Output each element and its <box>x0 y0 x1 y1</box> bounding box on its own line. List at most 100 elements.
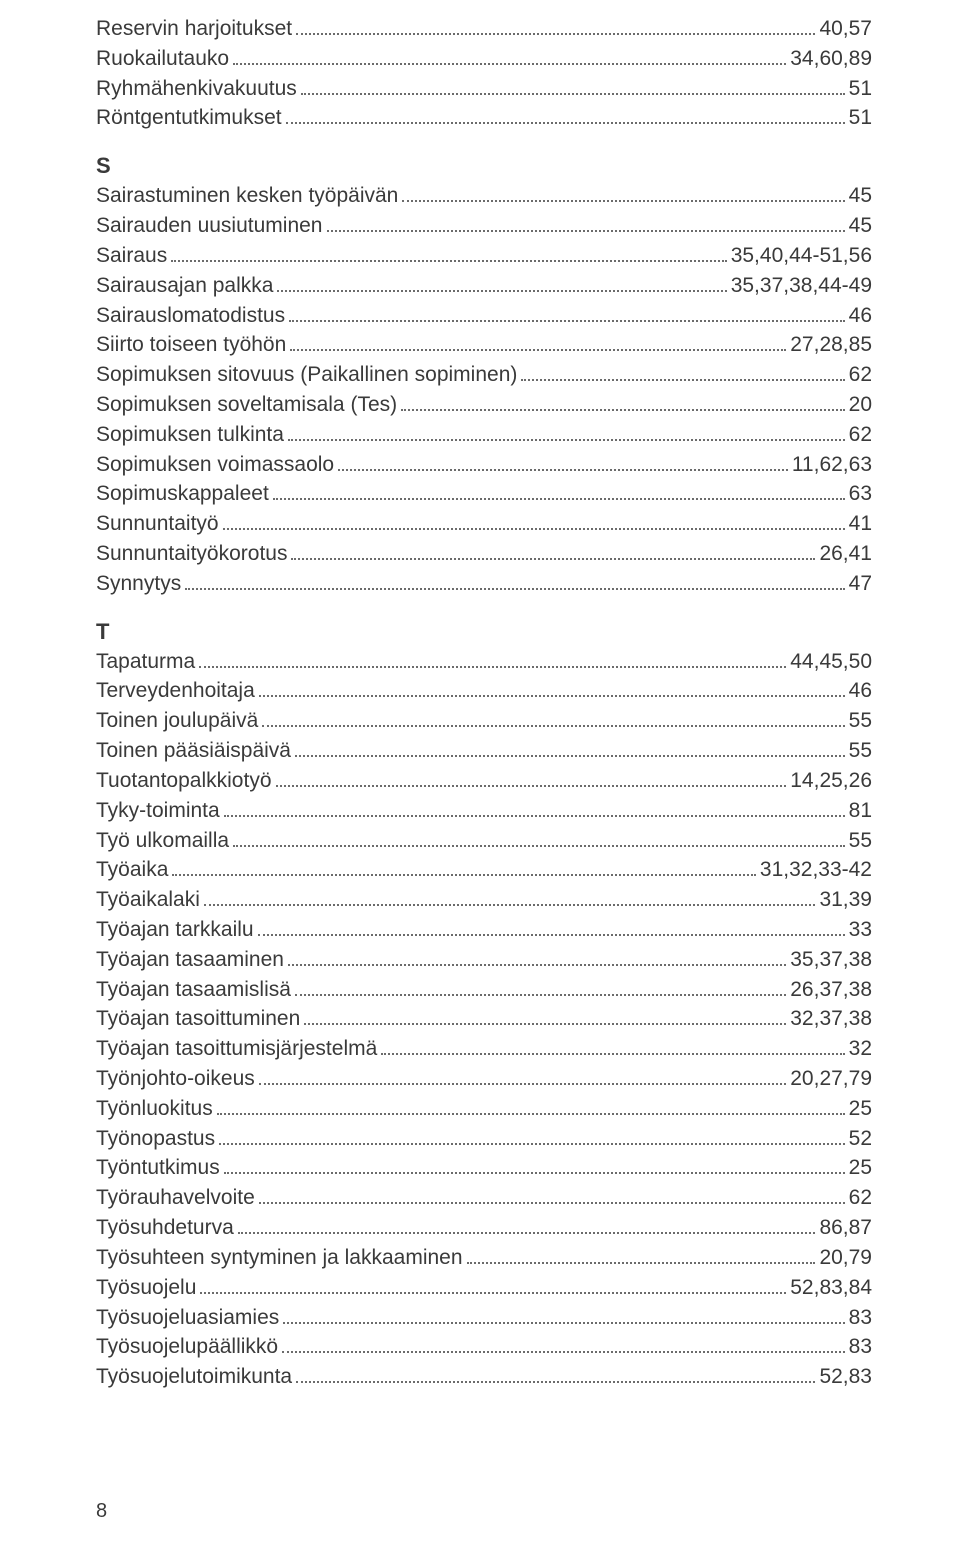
index-entry-page: 55 <box>849 736 872 766</box>
leader-dots <box>259 695 845 697</box>
index-entry-page: 26,37,38 <box>790 975 872 1005</box>
leader-dots <box>521 379 844 381</box>
index-entry-label: Työnluokitus <box>96 1094 213 1124</box>
index-entry-page: 62 <box>849 360 872 390</box>
leader-dots <box>171 260 727 262</box>
index-entry: Sairauslomatodistus46 <box>96 301 872 331</box>
leader-dots <box>283 1322 844 1324</box>
index-entry: Työaika31,32,33-42 <box>96 855 872 885</box>
index-entry-label: Työsuhteen syntyminen ja lakkaaminen <box>96 1243 463 1273</box>
leader-dots <box>224 1172 845 1174</box>
index-entry: Terveydenhoitaja 46 <box>96 676 872 706</box>
index-entry: Työajan tasoittumisjärjestelmä32 <box>96 1034 872 1064</box>
index-entry: Työrauhavelvoite 62 <box>96 1183 872 1213</box>
leader-dots <box>295 755 845 757</box>
leader-dots <box>286 122 845 124</box>
leader-dots <box>172 874 756 876</box>
index-entry: Ryhmähenkivakuutus51 <box>96 74 872 104</box>
index-entry-page: 27,28,85 <box>790 330 872 360</box>
index-entry-label: Terveydenhoitaja <box>96 676 255 706</box>
index-entry: Työsuojelutoimikunta52,83 <box>96 1362 872 1392</box>
index-entry-label: Työ ulkomailla <box>96 826 229 856</box>
index-entry-label: Tuotantopalkkiotyö <box>96 766 272 796</box>
index-entry-page: 86,87 <box>819 1213 872 1243</box>
leader-dots <box>273 498 845 500</box>
section-heading: S <box>96 153 872 179</box>
leader-dots <box>200 1292 786 1294</box>
leader-dots <box>277 290 726 292</box>
index-entry-label: Synnytys <box>96 569 181 599</box>
index-entry: Sunnuntaityö41 <box>96 509 872 539</box>
index-entry-label: Sopimuksen tulkinta <box>96 420 284 450</box>
index-entry-page: 32,37,38 <box>790 1004 872 1034</box>
index-entry: Työajan tasaamislisä 26,37,38 <box>96 975 872 1005</box>
index-entry-page: 26,41 <box>819 539 872 569</box>
index-entry-page: 25 <box>849 1153 872 1183</box>
index-entry: Sairaus35,40,44-51,56 <box>96 241 872 271</box>
index-entry-label: Työnopastus <box>96 1124 215 1154</box>
index-entry-page: 46 <box>849 301 872 331</box>
index-entry: Sairastuminen kesken työpäivän 45 <box>96 181 872 211</box>
index-entry: Työntutkimus25 <box>96 1153 872 1183</box>
index-entry-page: 35,37,38,44-49 <box>731 271 872 301</box>
leader-dots <box>296 33 815 35</box>
index-entry-page: 35,37,38 <box>790 945 872 975</box>
index-entry-page: 45 <box>849 211 872 241</box>
index-entry: Sunnuntaityökorotus26,41 <box>96 539 872 569</box>
leader-dots <box>290 349 786 351</box>
index-entry-label: Työajan tarkkailu <box>96 915 254 945</box>
leader-dots <box>289 320 845 322</box>
leader-dots <box>224 815 845 817</box>
index-entry: Tapaturma 44,45,50 <box>96 647 872 677</box>
index-entry-page: 62 <box>849 1183 872 1213</box>
leader-dots <box>199 666 786 668</box>
index-entry-label: Sopimuskappaleet <box>96 479 269 509</box>
index-entry: Sopimuksen sitovuus (Paikallinen sopimin… <box>96 360 872 390</box>
index-entry-label: Sairauden uusiutuminen <box>96 211 323 241</box>
leader-dots <box>258 934 845 936</box>
index-entry-label: Sairastuminen kesken työpäivän <box>96 181 398 211</box>
leader-dots <box>291 558 815 560</box>
leader-dots <box>233 63 786 65</box>
index-entry-label: Sopimuksen soveltamisala (Tes) <box>96 390 397 420</box>
leader-dots <box>204 904 816 906</box>
index-entry-label: Työajan tasaamislisä <box>96 975 291 1005</box>
leader-dots <box>259 1083 786 1085</box>
index-entry-label: Työsuojelu <box>96 1273 196 1303</box>
leader-dots <box>338 469 788 471</box>
index-entry: Työaikalaki31,39 <box>96 885 872 915</box>
index-entry: Ruokailutauko34,60,89 <box>96 44 872 74</box>
leader-dots <box>296 1381 815 1383</box>
leader-dots <box>276 785 787 787</box>
index-entry-label: Tapaturma <box>96 647 195 677</box>
index-entry-page: 47 <box>849 569 872 599</box>
index-entry-label: Toinen pääsiäispäivä <box>96 736 291 766</box>
leader-dots <box>401 409 845 411</box>
index-entry: Toinen pääsiäispäivä 55 <box>96 736 872 766</box>
index-entry: Sopimuksen voimassaolo11,62,63 <box>96 450 872 480</box>
index-entry: Tuotantopalkkiotyö14,25,26 <box>96 766 872 796</box>
index-entry-label: Työrauhavelvoite <box>96 1183 255 1213</box>
index-entry: Sopimuksen soveltamisala (Tes) 20 <box>96 390 872 420</box>
index-entry-page: 20 <box>849 390 872 420</box>
index-entry-page: 52,83,84 <box>790 1273 872 1303</box>
index-entry: Sopimuskappaleet63 <box>96 479 872 509</box>
index-entry-label: Sopimuksen sitovuus (Paikallinen sopimin… <box>96 360 517 390</box>
index-entry-label: Sairausajan palkka <box>96 271 273 301</box>
index-entry-label: Työsuojeluasiamies <box>96 1303 279 1333</box>
index-entry-page: 34,60,89 <box>790 44 872 74</box>
index-entry-page: 83 <box>849 1303 872 1333</box>
index-entry-page: 46 <box>849 676 872 706</box>
leader-dots <box>381 1053 844 1055</box>
index-entry-label: Siirto toiseen työhön <box>96 330 286 360</box>
index-entry-label: Työajan tasaaminen <box>96 945 284 975</box>
index-entry: Työnjohto-oikeus20,27,79 <box>96 1064 872 1094</box>
index-entry-page: 45 <box>849 181 872 211</box>
index-entry-label: Sairaus <box>96 241 167 271</box>
index-entry-page: 44,45,50 <box>790 647 872 677</box>
page-number: 8 <box>96 1500 107 1523</box>
index-entry-label: Reservin harjoitukset <box>96 14 292 44</box>
index-entry-label: Työajan tasoittumisjärjestelmä <box>96 1034 377 1064</box>
index-entry: Röntgentutkimukset51 <box>96 103 872 133</box>
index-entry: Työsuojelupäällikkö83 <box>96 1332 872 1362</box>
